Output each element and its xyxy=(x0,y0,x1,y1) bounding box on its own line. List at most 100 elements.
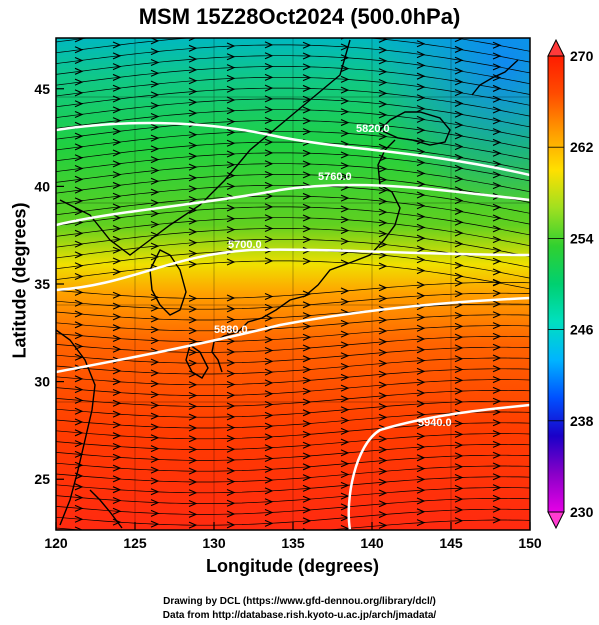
x-tick-label: 150 xyxy=(518,535,542,551)
wind-arrow-head xyxy=(454,333,464,341)
wind-arrow-head xyxy=(150,509,160,517)
wind-arrow-head xyxy=(416,281,426,289)
wind-arrow-head xyxy=(416,367,426,375)
wind-arrow-head xyxy=(492,74,502,82)
wind-arrow-head xyxy=(265,531,272,537)
wind-arrow-head xyxy=(378,187,388,195)
x-axis-label: Longitude (degrees) xyxy=(205,556,379,576)
wind-arrow-head xyxy=(302,257,312,265)
wind-arrow-head xyxy=(454,344,464,352)
wind-arrow-head xyxy=(302,106,312,114)
wind-arrow-head xyxy=(226,456,236,464)
wind-arrow-head xyxy=(416,94,426,102)
wind-arrow-head xyxy=(264,368,274,376)
contour-label: 5700.0 xyxy=(228,239,262,251)
wind-arrow-head xyxy=(226,326,236,334)
wind-arrow-head xyxy=(150,477,160,485)
wind-arrow-head xyxy=(226,467,236,475)
wind-arrow-head xyxy=(378,176,388,184)
wind-arrow-head xyxy=(340,481,350,489)
colorbar-tick-label: 254 xyxy=(570,230,594,246)
wind-arrow-head xyxy=(74,251,84,259)
wind-arrow-head xyxy=(74,165,84,173)
wind-arrow-head xyxy=(188,521,198,529)
wind-arrow-head xyxy=(150,112,160,120)
wind-arrow-head xyxy=(112,324,122,332)
wind-arrow-head xyxy=(340,54,350,62)
wind-arrow-head xyxy=(378,457,388,465)
wind-arrow-head xyxy=(378,111,388,119)
wind-arrow-head xyxy=(378,489,388,497)
wind-arrow-head xyxy=(264,509,274,517)
wind-arrow-head xyxy=(264,63,274,71)
wind-arrow-head xyxy=(188,44,198,52)
wind-arrow-head xyxy=(454,322,464,330)
wind-arrow-head xyxy=(416,335,426,343)
wind-arrow-head xyxy=(340,227,350,235)
wind-arrow-head xyxy=(302,506,312,514)
y-tick-label: 30 xyxy=(34,374,50,390)
wind-arrow-head xyxy=(188,131,198,139)
wind-arrow-head xyxy=(226,434,236,442)
wind-arrow-head xyxy=(340,438,350,446)
wind-arrow-head xyxy=(416,324,426,332)
wind-arrow-head xyxy=(74,429,84,437)
wind-arrow-head xyxy=(454,153,464,161)
wind-arrow-head xyxy=(340,352,350,360)
wind-arrow-head xyxy=(150,466,160,474)
wind-arrow-head xyxy=(188,38,197,42)
wind-arrow-head xyxy=(454,279,464,287)
wind-arrow-head xyxy=(378,338,388,346)
wind-arrow-head xyxy=(264,235,274,243)
wind-arrow-head xyxy=(112,486,122,494)
wind-arrow-head xyxy=(454,420,464,428)
wind-arrow-head xyxy=(454,261,464,269)
wind-arrow-head xyxy=(302,214,312,222)
wind-arrow-head xyxy=(416,83,426,91)
wind-arrow-head xyxy=(492,117,502,125)
wind-arrow-head xyxy=(340,525,350,530)
wind-arrow-head xyxy=(112,345,122,353)
wind-arrow-head xyxy=(416,411,426,419)
wind-arrow-head xyxy=(226,150,236,158)
wind-arrow-head xyxy=(112,181,122,189)
wind-arrow-head xyxy=(378,327,388,335)
wind-arrow-head xyxy=(378,230,388,238)
wind-arrow-head xyxy=(340,460,350,468)
wind-arrow-head xyxy=(416,292,426,300)
wind-arrow-head xyxy=(378,68,388,76)
wind-arrow-head xyxy=(454,430,464,438)
wind-arrow-head xyxy=(226,488,236,496)
wind-arrow-head xyxy=(454,67,464,75)
wind-arrow-head xyxy=(150,499,160,507)
wind-arrow-head xyxy=(378,392,388,400)
wind-arrow-head xyxy=(264,411,274,419)
wind-arrow-head xyxy=(74,494,84,502)
wind-arrow-head xyxy=(454,290,464,298)
wind-arrow-head xyxy=(340,384,350,392)
wind-arrow-head xyxy=(112,41,122,49)
wind-arrow-head xyxy=(416,191,426,199)
wind-arrow-head xyxy=(74,418,84,426)
wind-arrow-head xyxy=(188,109,198,117)
wind-arrow-head xyxy=(226,337,236,345)
wind-arrow-head xyxy=(112,529,115,530)
wind-arrow-head xyxy=(188,305,198,313)
wind-arrow-head xyxy=(340,427,350,435)
wind-arrow-head xyxy=(340,471,350,479)
wind-arrow-head xyxy=(492,419,502,427)
wind-arrow-head xyxy=(378,197,388,205)
wind-arrow-head xyxy=(112,464,122,472)
wind-arrow-head xyxy=(226,413,236,421)
wind-arrow-head xyxy=(492,462,502,470)
contour-label: 5940.0 xyxy=(418,417,452,429)
wind-arrow-head xyxy=(74,342,84,350)
wind-arrow-head xyxy=(112,453,122,461)
wind-arrow-head xyxy=(74,111,84,119)
wind-arrow-head xyxy=(188,250,198,258)
y-axis-ticks: 25 30 35 40 45 xyxy=(34,81,64,487)
wind-arrow-head xyxy=(112,138,122,146)
x-tick-label: 145 xyxy=(439,535,463,551)
wind-arrow-head xyxy=(416,169,426,177)
wind-arrow-head xyxy=(378,359,388,367)
